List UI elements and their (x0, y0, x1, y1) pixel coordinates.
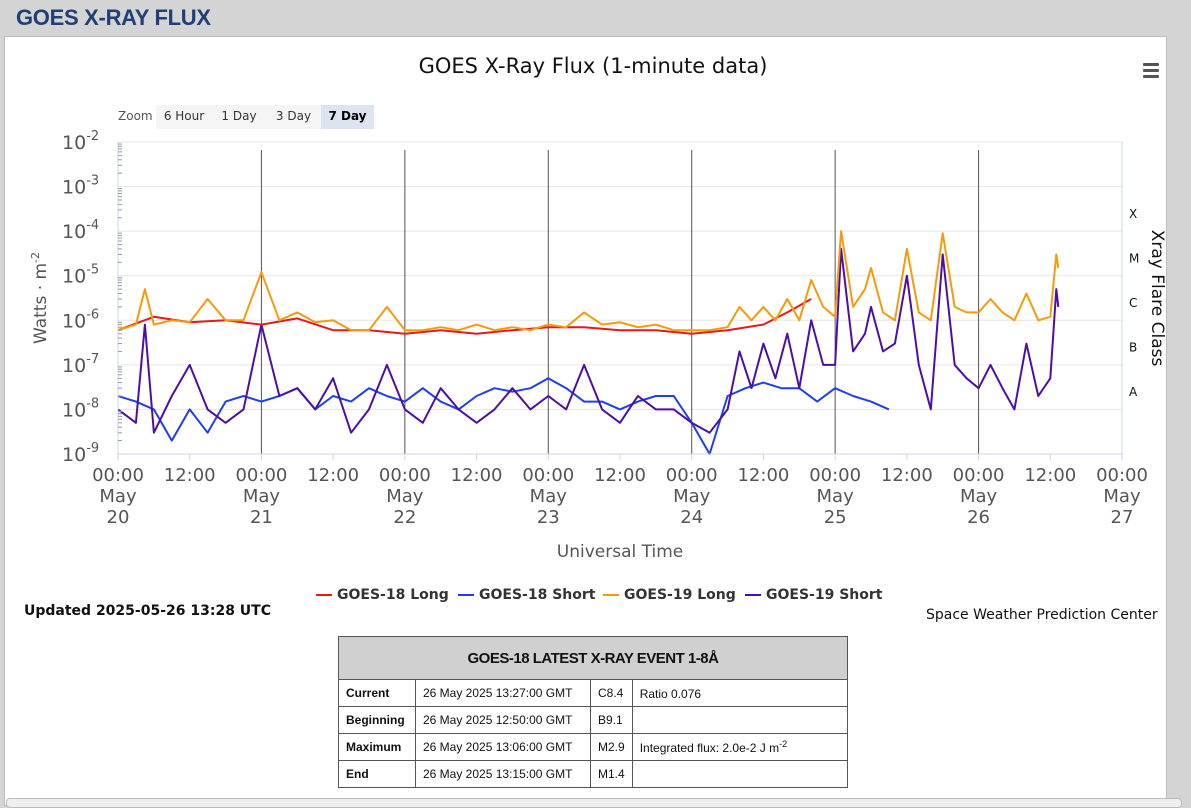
x-tick-label: 12:00 (881, 465, 933, 486)
flare-class-label: A (1129, 385, 1138, 399)
x-tick-label: 12:00 (737, 465, 789, 486)
x-tick-label: 00:00 May 25 (809, 465, 861, 528)
event-table-title: GOES-18 LATEST X-RAY EVENT 1-8Å (338, 636, 848, 680)
credit-text: Space Weather Prediction Center (926, 607, 1158, 623)
x-tick-label: 00:00 May 26 (953, 465, 1005, 528)
x-tick-label: 12:00 (451, 465, 503, 486)
event-note-text: Ratio 0.076 (639, 687, 702, 701)
event-table: GOES-18 LATEST X-RAY EVENT 1-8Å Current 2… (338, 636, 849, 788)
zoom-3-day-button[interactable]: 3 Day (266, 105, 321, 129)
flare-class-label: M (1129, 251, 1139, 265)
series-line-goes-19-long (117, 230, 1060, 332)
series-line-goes-18-long (117, 298, 812, 335)
y-tick-label: 10-9 (62, 441, 99, 466)
legend-label: GOES-19 Short (766, 587, 883, 603)
y-tick-label: 10-2 (62, 129, 99, 154)
event-class: C8.4 (590, 679, 633, 707)
zoom-1-day-button[interactable]: 1 Day (212, 105, 266, 129)
event-note: Integrated flux: 2.0e-2 J m-2 (631, 733, 849, 761)
series-line-goes-19-short (117, 247, 1060, 434)
x-tick-label: 00:00 May 21 (235, 465, 287, 528)
y-tick-label: 10-4 (62, 218, 99, 243)
chart-title: GOES X-Ray Flux (1-minute data) (418, 54, 768, 78)
legend-item[interactable]: GOES-19 Short (745, 587, 883, 603)
legend-label: GOES-19 Long (624, 587, 736, 603)
x-tick-labels: 00:00 May 20 12:00 00:00 May 21 12:00 00:00 May 22… (92, 454, 1148, 528)
y-tick-label: 10-5 (62, 263, 99, 288)
flare-class-labels: X M C B A (1129, 207, 1139, 399)
event-class: M2.9 (590, 733, 633, 761)
zoom-7-day-button[interactable]: 7 Day (321, 105, 374, 129)
hamburger-icon (1143, 63, 1159, 66)
event-time: 26 May 2025 13:15:00 GMT (415, 760, 591, 788)
x-tick-label: 00:00 May 27 (1096, 465, 1148, 528)
y-tick-labels: 10-2 10-3 10-4 10-5 10-6 10-7 10-8 10-9 (62, 129, 99, 466)
x-tick-label: 12:00 (594, 465, 646, 486)
legend-label: GOES-18 Long (337, 587, 449, 603)
y-axis-label: Watts · m-2 (29, 252, 51, 344)
event-time: 26 May 2025 13:06:00 GMT (415, 733, 591, 761)
horizontal-scrollbar[interactable] (6, 798, 1182, 808)
event-row: Maximum 26 May 2025 13:06:00 GMT M2.9 Integ… (338, 733, 849, 761)
event-row: Beginning 26 May 2025 12:50:00 GMT B9.1 (338, 706, 849, 734)
updated-timestamp: Updated 2025-05-26 13:28 UTC (24, 603, 271, 619)
x-tick-label: 00:00 May 23 (522, 465, 574, 528)
x-axis-label: Universal Time (557, 542, 683, 562)
legend-item[interactable]: GOES-18 Long (316, 587, 449, 603)
event-note-text: Integrated flux: 2.0e-2 J m (639, 741, 780, 755)
legend-item[interactable]: GOES-19 Long (603, 587, 736, 603)
zoom-label: Zoom (118, 109, 153, 123)
y-tick-label: 10-7 (62, 352, 99, 377)
x-tick-label: 00:00 May 20 (92, 465, 144, 528)
page-title: GOES X-RAY FLUX (16, 5, 211, 30)
event-class: B9.1 (590, 706, 633, 734)
y-tick-label: 10-6 (62, 307, 99, 332)
event-note-sup: -2 (779, 739, 788, 749)
chart-legend: GOES-18 Long GOES-18 Short GOES-19 Long GOE… (316, 587, 883, 603)
chart-grid (118, 141, 1123, 455)
event-time: 26 May 2025 12:50:00 GMT (415, 706, 591, 734)
event-note (631, 760, 849, 788)
event-class: M1.4 (590, 760, 633, 788)
event-time: 26 May 2025 13:27:00 GMT (415, 679, 591, 707)
event-note: Ratio 0.076 (631, 679, 849, 707)
x-tick-label: 12:00 (307, 465, 359, 486)
zoom-6-hour-button[interactable]: 6 Hour (156, 105, 212, 129)
event-note (631, 706, 849, 734)
x-tick-label: 12:00 (1024, 465, 1076, 486)
chart-series (117, 230, 1060, 455)
x-tick-label: 00:00 May 24 (666, 465, 718, 528)
y-tick-label: 10-3 (62, 174, 99, 199)
chart-axes (117, 142, 1122, 455)
flare-class-label: X (1129, 207, 1137, 221)
y-tick-label: 10-8 (62, 396, 99, 421)
day-divider-lines (260, 150, 980, 454)
event-row: End 26 May 2025 13:15:00 GMT M1.4 (338, 760, 849, 788)
event-label: Maximum (338, 733, 416, 761)
legend-label: GOES-18 Short (479, 587, 596, 603)
flare-class-label: C (1129, 296, 1137, 310)
event-label: Current (338, 679, 416, 707)
x-tick-label: 00:00 May 22 (379, 465, 431, 528)
legend-item[interactable]: GOES-18 Short (458, 587, 596, 603)
chart-menu-button[interactable] (1140, 60, 1162, 80)
event-label: Beginning (338, 706, 416, 734)
x-tick-label: 12:00 (164, 465, 216, 486)
flare-class-label: B (1129, 341, 1137, 355)
event-row: Current 26 May 2025 13:27:00 GMT C8.4 Ratio… (338, 679, 849, 707)
event-label: End (338, 760, 416, 788)
y2-axis-label: Xray Flare Class (1147, 230, 1167, 367)
